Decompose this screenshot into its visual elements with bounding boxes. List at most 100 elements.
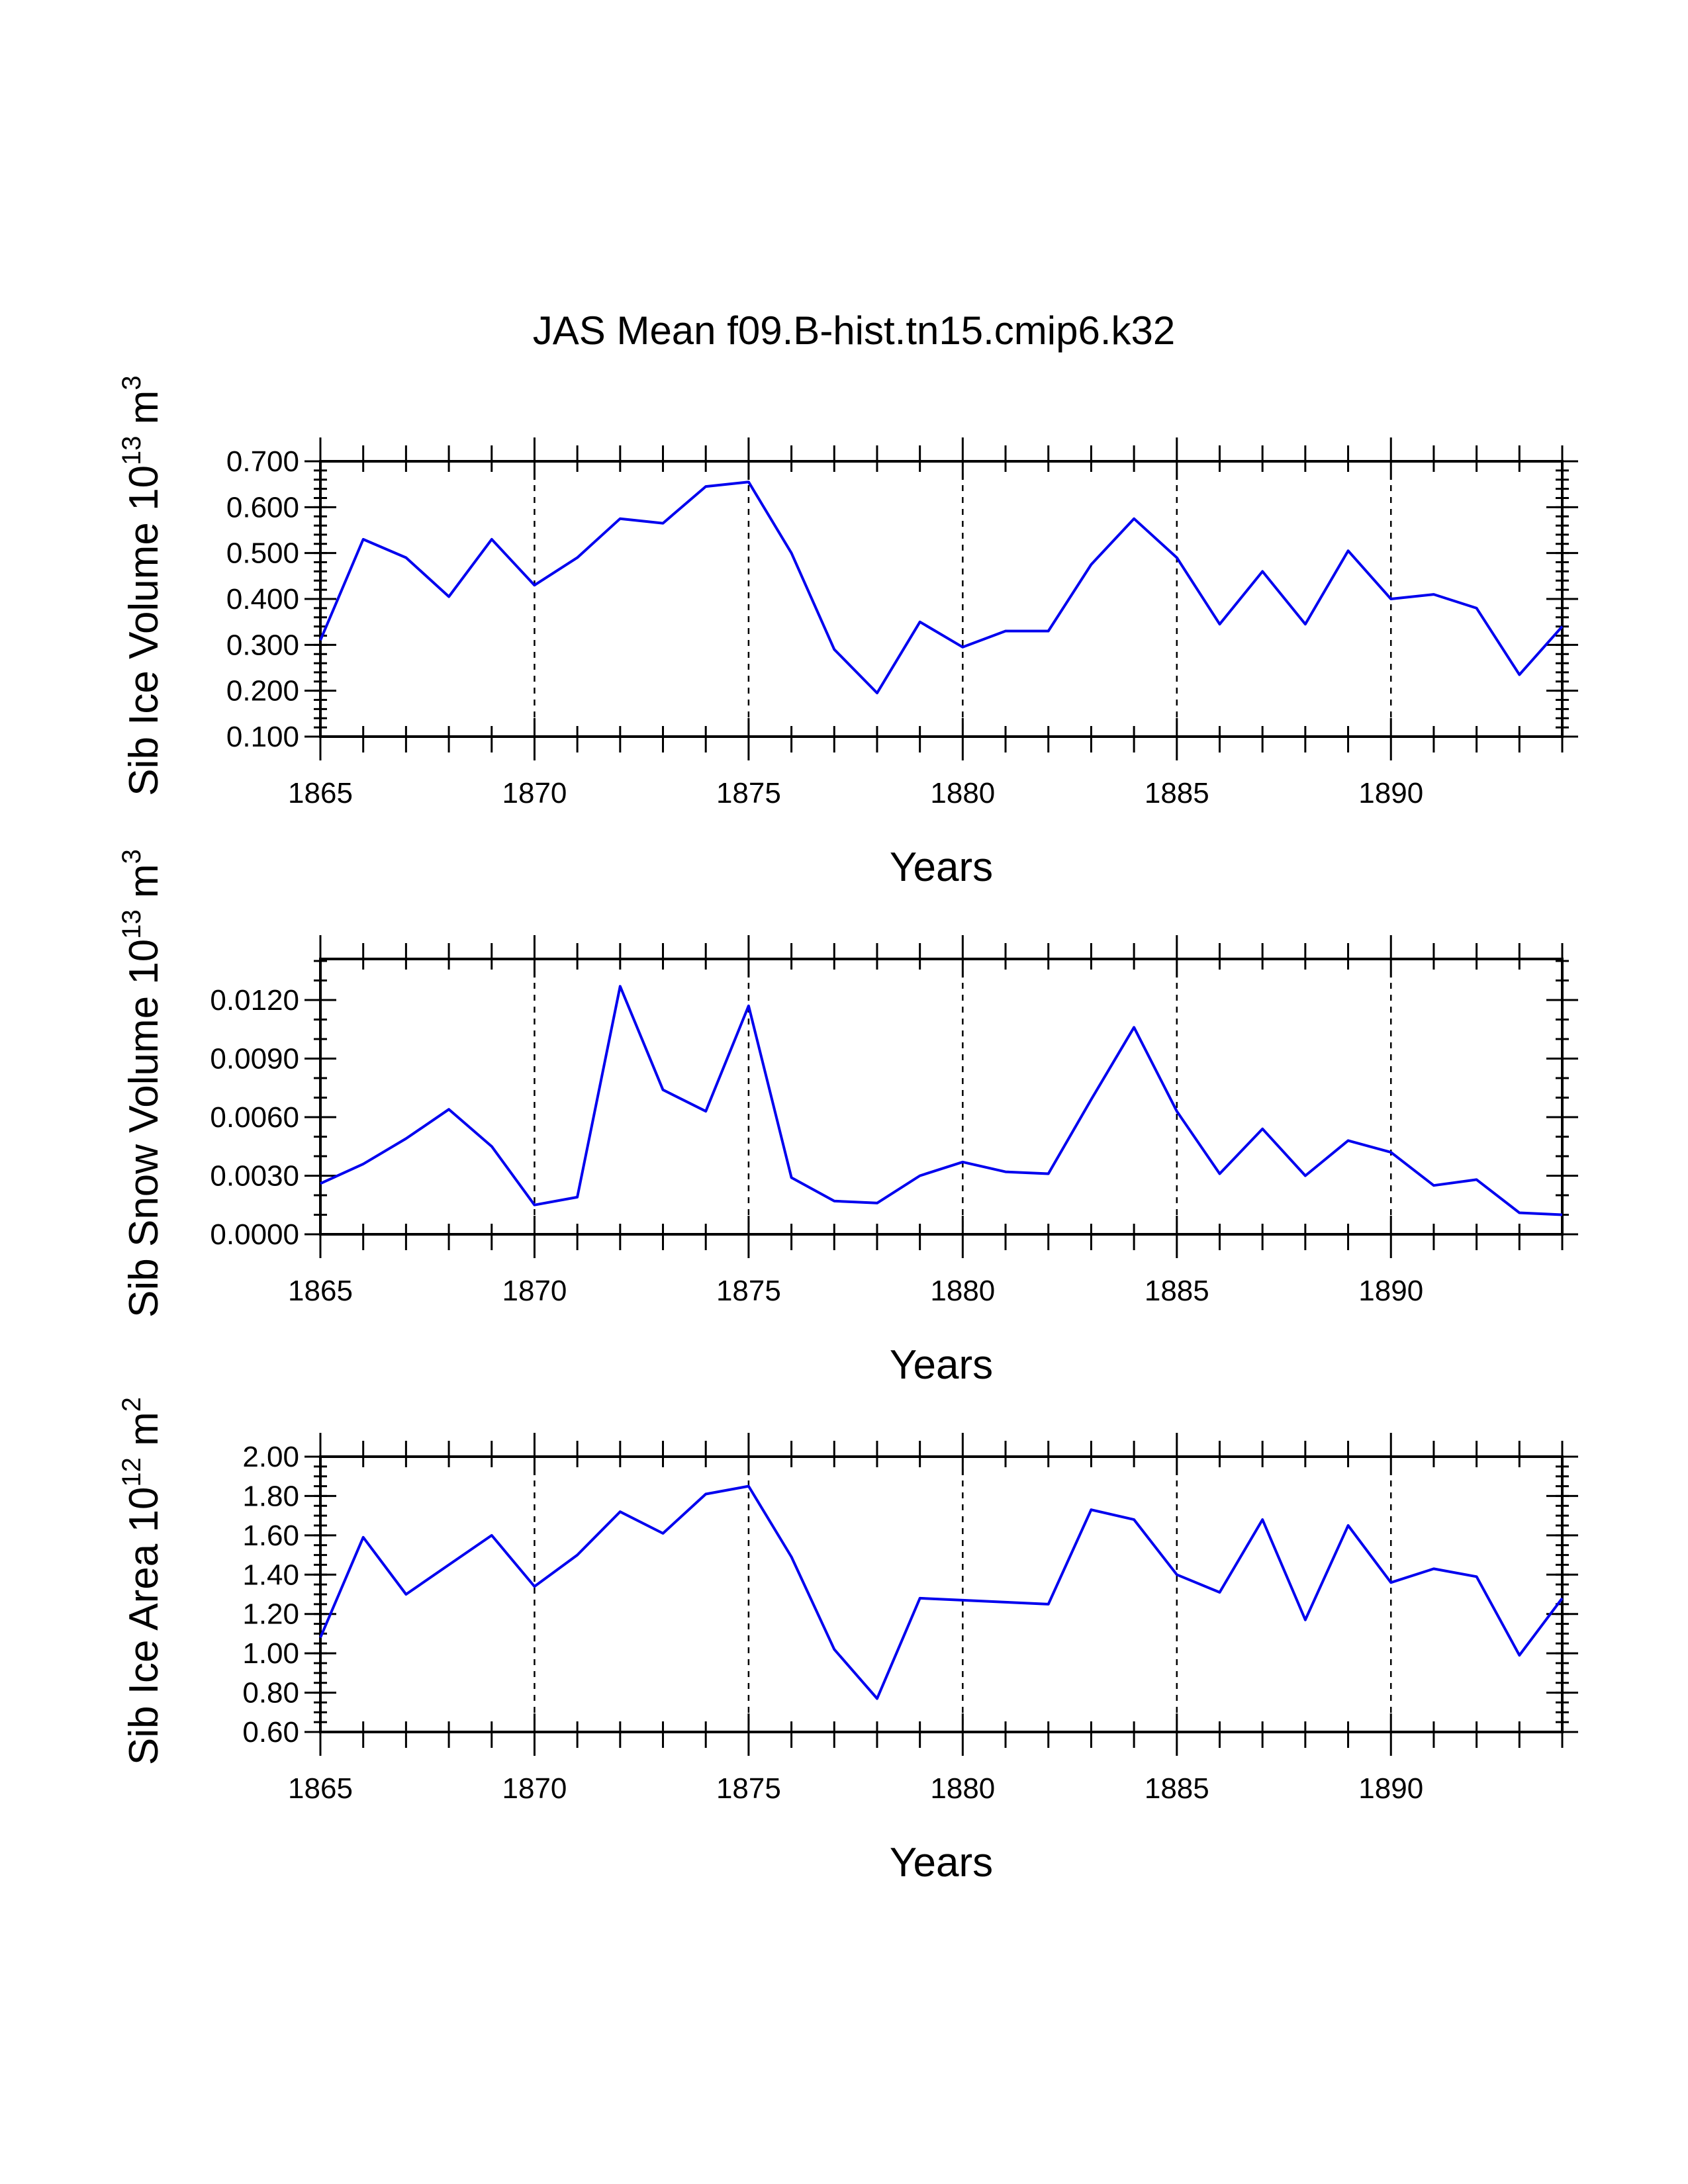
data-point (1132, 1518, 1136, 1522)
data-point (1475, 1177, 1479, 1181)
y-tick-label: 1.60 (242, 1520, 299, 1552)
data-point (361, 537, 365, 541)
data-point (532, 1203, 536, 1207)
data-point (447, 595, 451, 599)
y-tick-label: 0.700 (226, 445, 299, 478)
y-tick-label: 1.40 (242, 1559, 299, 1591)
data-point (1047, 629, 1051, 633)
data-point (790, 1175, 794, 1179)
x-tick-label: 1885 (1145, 777, 1209, 809)
data-point (1475, 606, 1479, 610)
data-point (918, 620, 922, 624)
data-point (1517, 1653, 1521, 1657)
data-point (1132, 517, 1136, 521)
panel-ice-volume: 0.100 0.200 0.300 0.400 0.500 0.600 0.700 1865 1… (117, 375, 1578, 890)
x-tick-label: 1865 (288, 777, 353, 809)
x-axis-title: Years (890, 1840, 993, 1886)
data-point (1346, 549, 1350, 553)
x-axis-title: Years (890, 844, 993, 890)
data-point (318, 1635, 322, 1639)
data-point (1432, 1567, 1436, 1570)
data-point (961, 1160, 964, 1164)
data-point (1260, 569, 1264, 573)
data-point (1175, 1109, 1179, 1113)
data-point (918, 1596, 922, 1600)
data-point (1560, 1596, 1564, 1600)
data-point (1560, 1212, 1564, 1216)
data-point (832, 1647, 836, 1651)
data-point (1389, 597, 1393, 601)
x-tick-label: 1890 (1358, 1275, 1423, 1307)
x-tick-label: 1890 (1358, 1772, 1423, 1805)
y-tick-label: 0.200 (226, 675, 299, 707)
y-axis-title-unit-exponent: 2 (117, 1397, 146, 1412)
data-point (1047, 1172, 1051, 1176)
data-point (1004, 1170, 1008, 1174)
x-tick-label: 1880 (930, 777, 995, 809)
data-point (490, 1144, 494, 1148)
series-line-ice-volume (319, 480, 1564, 695)
data-point (1089, 1097, 1093, 1101)
y-tick-label: 0.80 (242, 1677, 299, 1709)
data-point (1175, 1572, 1179, 1576)
x-tick-label: 1865 (288, 1275, 353, 1307)
x-tick-label: 1880 (930, 1275, 995, 1307)
x-tick-label: 1870 (502, 1275, 567, 1307)
data-point (1560, 625, 1564, 629)
data-point (875, 691, 879, 695)
y-tick-label: 1.20 (242, 1598, 299, 1631)
data-point (1303, 1618, 1307, 1622)
data-point (1089, 563, 1093, 567)
data-point (490, 537, 494, 541)
data-point (961, 645, 964, 649)
data-point (1432, 592, 1436, 596)
data-point (404, 1136, 408, 1140)
data-point (1132, 1025, 1136, 1029)
data-point (618, 1510, 622, 1514)
y-tick-label: 0.300 (226, 629, 299, 661)
y-axis-title-unit-exponent: 3 (117, 849, 146, 864)
data-point (1175, 556, 1179, 560)
data-point (790, 551, 794, 555)
data-point (1217, 1590, 1221, 1594)
data-point (1389, 1150, 1393, 1154)
chart-title: JAS Mean f09.B-hist.tn15.cmip6.k32 (533, 308, 1176, 353)
y-tick-label: 0.500 (226, 537, 299, 570)
y-tick-label: 0.100 (226, 721, 299, 753)
y-tick-label: 1.00 (242, 1637, 299, 1670)
data-point (1346, 1524, 1350, 1527)
data-point (1217, 622, 1221, 626)
data-point (918, 1173, 922, 1177)
y-tick-label: 0.0090 (210, 1042, 299, 1075)
x-tick-label: 1875 (716, 1275, 781, 1307)
x-axis-title: Years (890, 1342, 993, 1388)
data-point (704, 484, 708, 488)
x-tick-label: 1885 (1145, 1275, 1209, 1307)
y-tick-label: 1.80 (242, 1480, 299, 1512)
data-point (747, 1004, 751, 1008)
y-axis-title-exponent: 13 (117, 909, 146, 939)
y-axis-title: Sib Ice Volume 1013 m3 (117, 375, 167, 796)
series-line-snow-volume (320, 985, 1563, 1216)
data-point (704, 1492, 708, 1496)
x-tick-label: 1880 (930, 1772, 995, 1805)
data-point (961, 1598, 964, 1602)
plot-frame (319, 1455, 1564, 1733)
data-point (447, 1563, 451, 1567)
y-tick-label: 0.600 (226, 491, 299, 523)
series-line-ice-area (319, 1484, 1564, 1700)
y-axis-title-exponent: 13 (117, 435, 146, 465)
data-point (404, 1592, 408, 1596)
x-tick-label: 1885 (1145, 1772, 1209, 1805)
data-point (1303, 622, 1307, 626)
y-tick-label: 0.0030 (210, 1160, 299, 1192)
data-point (1004, 629, 1008, 633)
data-point (575, 556, 579, 560)
data-point (661, 1088, 665, 1092)
data-point (1517, 1211, 1521, 1215)
data-point (1517, 672, 1521, 676)
data-point (1303, 1173, 1307, 1177)
data-point (790, 1555, 794, 1559)
data-point (575, 1195, 579, 1199)
data-point (1260, 1127, 1264, 1131)
